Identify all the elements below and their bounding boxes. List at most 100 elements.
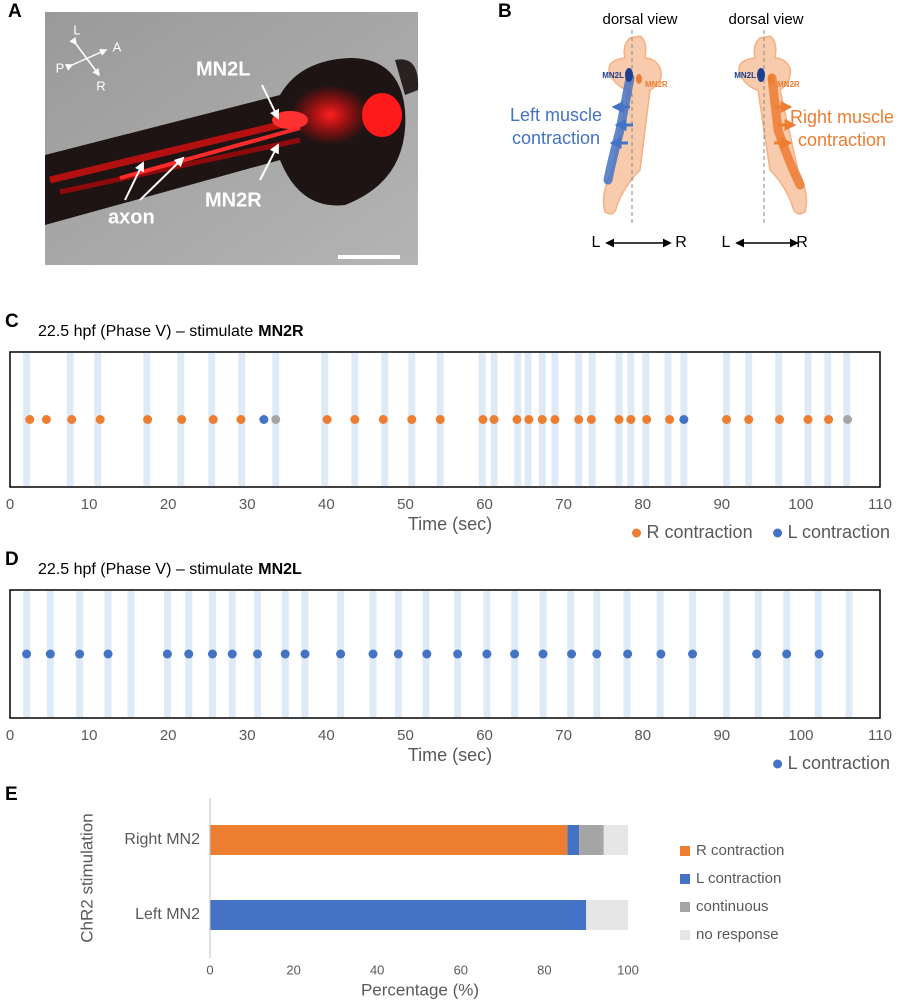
contraction-point: [574, 415, 584, 424]
contraction-point: [524, 415, 534, 424]
contraction-point: [227, 649, 237, 659]
contraction-point: [184, 649, 194, 659]
compass-label: R: [96, 78, 105, 93]
x-tick-label: 80: [634, 496, 651, 513]
x-tick-label: 100: [788, 496, 813, 513]
x-tick-label: 20: [160, 496, 177, 513]
compass-label: A: [113, 39, 122, 54]
y-axis-label: ChR2 stimulation: [77, 813, 96, 942]
caption: Left muscle: [510, 105, 602, 125]
contraction-point: [665, 415, 675, 424]
contraction-point: [368, 649, 378, 659]
x-tick-label: 80: [537, 962, 551, 977]
contraction-point: [350, 415, 360, 424]
contraction-point: [537, 415, 547, 424]
contraction-point: [626, 415, 636, 424]
contraction-point: [177, 415, 187, 424]
x-tick-label: 40: [318, 727, 335, 744]
x-tick-label: 60: [476, 727, 493, 744]
contraction-point: [782, 649, 792, 659]
x-tick-label: 30: [239, 727, 256, 744]
contraction-point: [679, 415, 689, 424]
contraction-point: [41, 415, 51, 424]
contraction-point: [642, 415, 652, 424]
contraction-point: [722, 415, 732, 424]
contraction-point: [510, 649, 520, 659]
panel-label: A: [8, 1, 22, 22]
contraction-point: [814, 649, 824, 659]
legend-marker: [773, 759, 783, 769]
contraction-point: [843, 415, 853, 424]
bar-segment: [210, 900, 587, 930]
micrograph-label: MN2L: [196, 58, 250, 80]
contraction-point: [75, 649, 85, 659]
view-title: dorsal view: [602, 11, 677, 28]
neuron-label: MN2L: [734, 71, 756, 80]
contraction-point: [143, 415, 153, 424]
title-bold: MN2L: [258, 561, 302, 578]
contraction-point: [482, 649, 492, 659]
bar-segment: [586, 900, 628, 930]
neuron-label: MN2L: [602, 71, 624, 80]
legend-swatch: [680, 874, 690, 884]
title-text: 22.5 hpf (Phase V) – stimulate: [38, 561, 253, 578]
contraction-point: [752, 649, 762, 659]
legend-label: L contraction: [788, 753, 890, 773]
panel-label: B: [498, 1, 512, 22]
x-tick-label: 30: [239, 496, 256, 513]
contraction-point: [67, 415, 77, 424]
fish-diagram-right: [735, 30, 808, 248]
x-axis-label: Time (sec): [408, 745, 492, 765]
bar-segment: [603, 825, 628, 855]
x-tick-label: 10: [81, 727, 98, 744]
x-tick-label: 40: [370, 962, 384, 977]
contraction-point: [208, 415, 218, 424]
x-tick-label: 20: [160, 727, 177, 744]
x-tick-label: 50: [397, 496, 414, 513]
y-tick-label: Left MN2: [135, 906, 200, 923]
contraction-point: [538, 649, 548, 659]
caption: contraction: [798, 130, 886, 150]
legend-swatch: [680, 930, 690, 940]
x-tick-label: 110: [868, 496, 892, 513]
chart-title: 22.5 hpf (Phase V) – stimulate MN2R: [38, 323, 304, 340]
axis-label: L: [592, 234, 601, 251]
x-tick-label: 40: [318, 496, 335, 513]
x-tick-label: 110: [868, 727, 892, 744]
x-tick-label: 10: [81, 496, 98, 513]
x-tick-label: 100: [788, 727, 813, 744]
x-tick-label: 90: [713, 496, 730, 513]
micrograph: [45, 12, 419, 265]
legend-swatch: [680, 902, 690, 912]
contraction-point: [259, 415, 269, 424]
contraction-point: [614, 415, 624, 424]
x-tick-label: 100: [617, 962, 639, 977]
axis-label: R: [675, 234, 687, 251]
caption: contraction: [512, 128, 600, 148]
x-axis-label: Time (sec): [408, 514, 492, 534]
title-text: 22.5 hpf (Phase V) – stimulate: [38, 323, 253, 340]
contraction-point: [688, 649, 698, 659]
contraction-point: [45, 649, 55, 659]
contraction-point: [236, 415, 246, 424]
legend-label: R contraction: [647, 522, 753, 542]
stimulus-band: [845, 591, 853, 717]
axis-label: L: [722, 234, 731, 251]
neuron-label: MN2R: [645, 80, 668, 89]
contraction-point: [592, 649, 602, 659]
x-tick-label: 20: [286, 962, 300, 977]
micrograph-label: axon: [108, 206, 155, 228]
contraction-point: [207, 649, 217, 659]
contraction-point: [407, 415, 417, 424]
contraction-point: [280, 649, 290, 659]
plot-frame: [9, 589, 881, 719]
plot-frame: [9, 351, 881, 488]
x-tick-label: 0: [6, 727, 14, 744]
contraction-point: [803, 415, 813, 424]
chart-title: 22.5 hpf (Phase V) – stimulate MN2L: [38, 561, 302, 578]
contraction-point: [512, 415, 522, 424]
panel-label: D: [5, 549, 19, 570]
contraction-point: [435, 415, 445, 424]
contraction-point: [586, 415, 596, 424]
